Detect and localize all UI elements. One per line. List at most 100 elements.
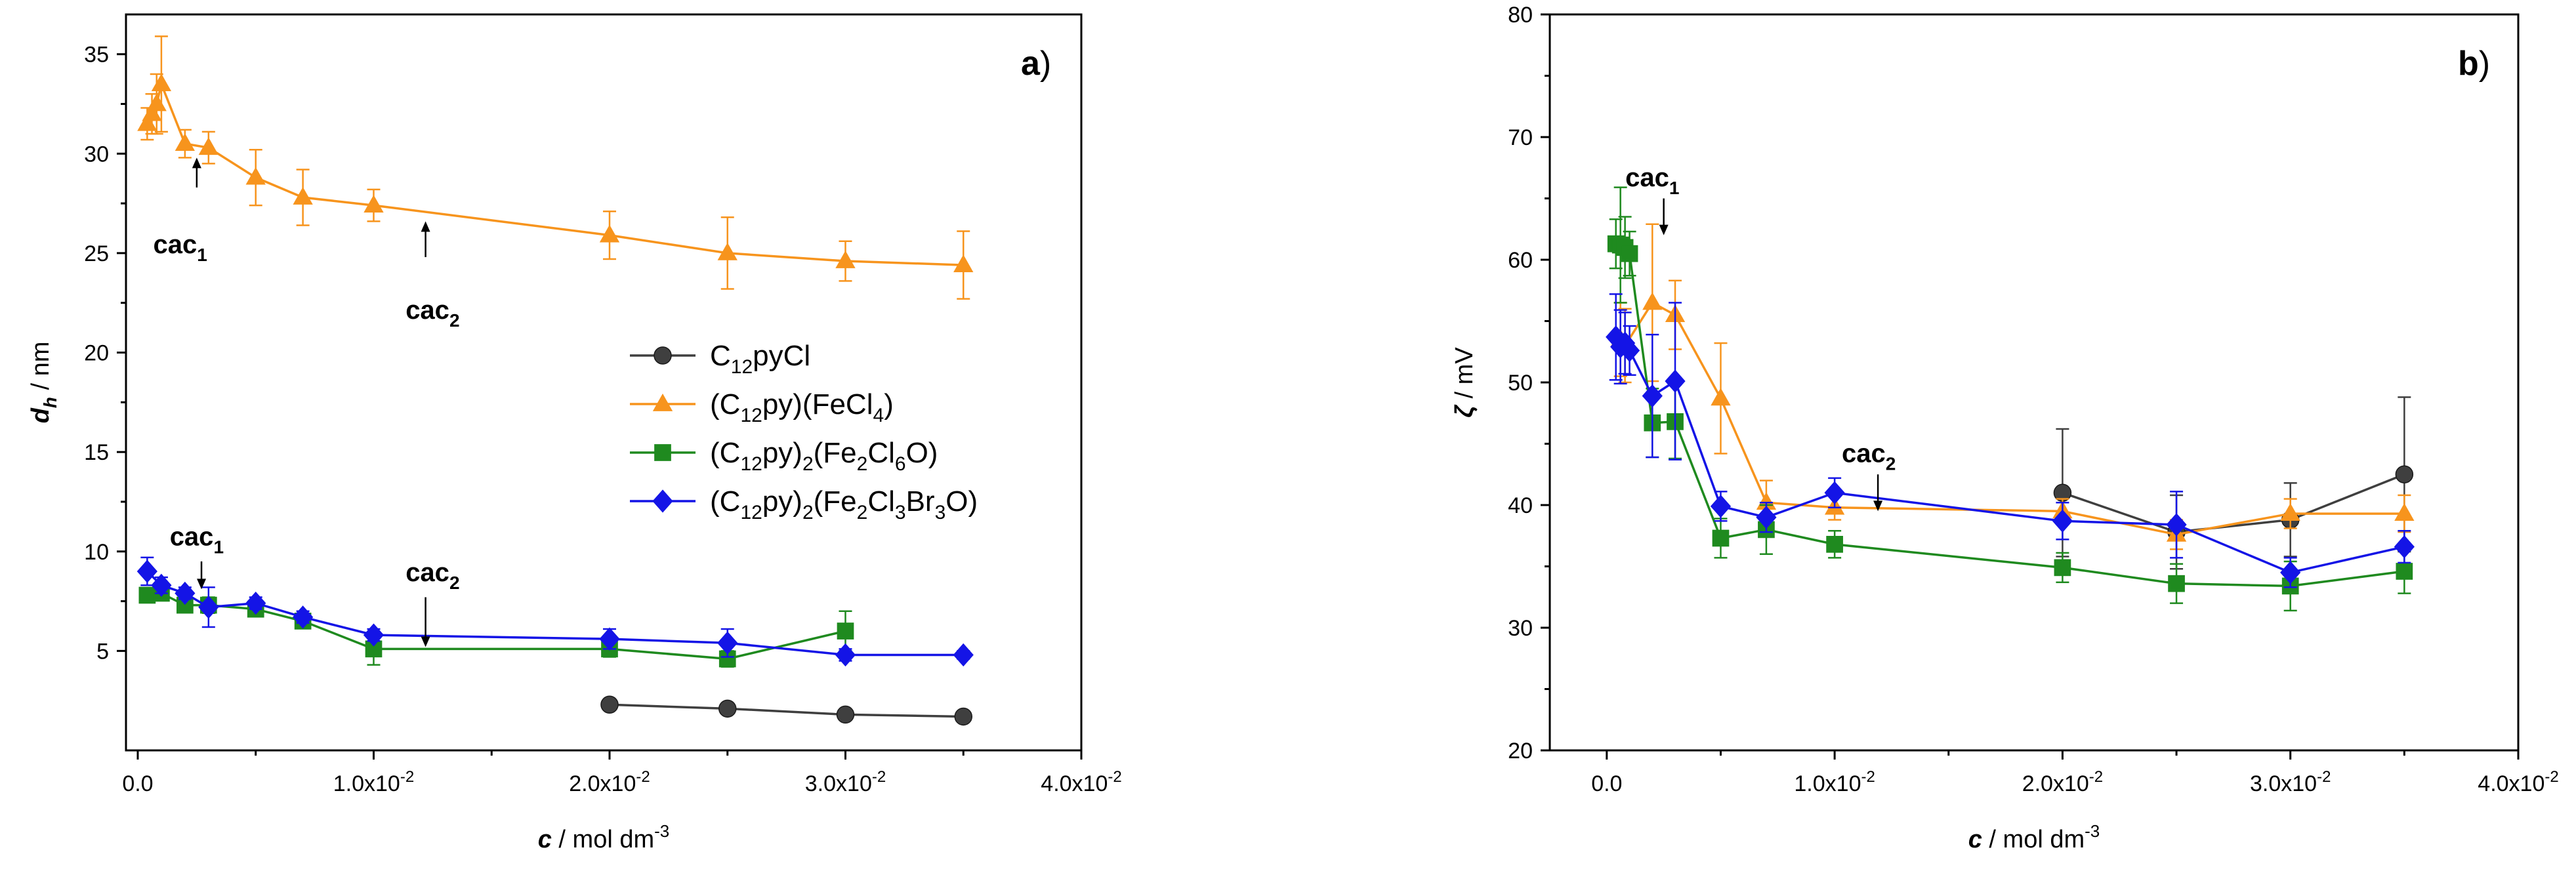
chart-panel-a: 0.0 1.0x10-2 2.0x10-2 3.0x10-2 4.0x10-2 5 10 15…	[27, 13, 1122, 853]
series-2	[1607, 186, 2413, 612]
legend-label: C12pyCl	[710, 340, 810, 378]
data-point	[245, 167, 266, 185]
y-tick-label: 60	[1508, 248, 1533, 273]
y-tick-label: 30	[84, 142, 109, 167]
y-tick-label: 40	[1508, 493, 1533, 518]
y-tick-label: 70	[1508, 125, 1533, 150]
y-tick-label: 20	[1508, 739, 1533, 763]
data-point	[1665, 369, 1686, 393]
y-tick-label: 25	[84, 241, 109, 266]
legend: C12pyCl (C12py)(FeCl4) (C12py)2(Fe2Cl6O) (C…	[630, 340, 978, 523]
data-point	[1619, 338, 1640, 363]
y-tick-label: 30	[1508, 616, 1533, 641]
legend-label: (C12py)(FeCl4)	[710, 388, 894, 426]
y-axis-title: dh / nm	[27, 342, 60, 424]
series-line	[2062, 473, 2405, 533]
legend-entry: C12pyCl	[630, 340, 810, 378]
plot-frame	[125, 13, 1083, 752]
x-tick-label: 4.0x10-2	[1041, 768, 1121, 796]
annotation-label: cac1	[154, 230, 207, 265]
series-3	[136, 556, 974, 667]
x-tick-label: 2.0x10-2	[2022, 768, 2103, 796]
series-line	[609, 703, 964, 718]
series-2	[138, 584, 854, 668]
data-point	[136, 560, 157, 583]
x-tick-label: 0.0	[1591, 771, 1622, 796]
y-tick-label: 10	[84, 540, 109, 565]
panel-label: b)	[2458, 45, 2490, 83]
y-tick-label: 5	[96, 639, 109, 664]
series-line	[1615, 243, 2405, 588]
series-line	[146, 80, 964, 266]
data-point	[717, 242, 737, 260]
legend-marker	[652, 489, 673, 513]
data-point	[837, 622, 854, 640]
x-tick-label: 2.0x10-2	[569, 768, 650, 796]
series-line	[147, 592, 846, 661]
legend-label: (C12py)2(Fe2Cl6O)	[710, 437, 938, 475]
data-point	[836, 705, 855, 724]
data-point	[717, 631, 738, 655]
data-point	[1642, 292, 1663, 310]
data-point	[364, 195, 384, 213]
data-point	[718, 699, 737, 718]
series-1	[1610, 223, 2415, 550]
legend-marker	[654, 444, 671, 461]
data-point	[2396, 563, 2413, 580]
series-line	[1615, 336, 2405, 574]
data-point	[954, 707, 972, 726]
data-point	[1712, 529, 1730, 547]
data-point	[198, 137, 218, 155]
data-point	[146, 93, 167, 112]
y-tick-label: 80	[1508, 3, 1533, 28]
data-point	[835, 251, 856, 268]
y-tick-label: 20	[84, 341, 109, 366]
series-0	[2053, 396, 2414, 570]
annotation-label: cac2	[405, 296, 459, 331]
data-point	[1711, 388, 1731, 406]
legend-entry: (C12py)(FeCl4)	[630, 388, 894, 426]
data-point	[151, 573, 172, 597]
series-3	[1606, 293, 2415, 588]
y-tick-label: 35	[84, 43, 109, 68]
data-point	[2280, 503, 2300, 521]
annotation-arrowhead	[192, 157, 201, 169]
data-point	[1642, 384, 1663, 408]
annotation-label: cac1	[170, 523, 224, 558]
annotation-arrowhead	[421, 221, 430, 232]
data-point	[1621, 245, 1638, 262]
plot-frame	[1548, 13, 2520, 752]
data-point	[245, 591, 266, 615]
y-axis-title: ζ / mV	[1451, 347, 1478, 418]
data-point	[1824, 481, 1845, 504]
series-1	[137, 35, 974, 300]
data-point	[1756, 506, 1777, 529]
data-point	[363, 623, 384, 647]
legend-marker	[654, 346, 672, 365]
annotation-arrowhead	[1659, 224, 1669, 235]
annotation-label: cac2	[1842, 439, 1896, 474]
x-tick-label: 0.0	[122, 771, 153, 796]
data-point	[835, 643, 856, 667]
legend-entry: (C12py)2(Fe2Cl3Br3O)	[630, 485, 978, 523]
data-point	[2054, 559, 2071, 577]
data-point	[2168, 575, 2185, 592]
data-point	[2052, 509, 2073, 533]
x-tick-label: 3.0x10-2	[805, 768, 886, 796]
annotation-arrowhead	[421, 636, 430, 647]
data-point	[293, 187, 313, 205]
data-point	[1710, 495, 1732, 518]
annotation-label: cac1	[1625, 163, 1679, 198]
data-point	[137, 113, 157, 131]
data-point	[138, 586, 156, 604]
x-tick-label: 4.0x10-2	[2478, 768, 2558, 796]
data-point	[2166, 513, 2187, 537]
annotation-arrowhead	[1873, 500, 1883, 512]
data-point	[293, 605, 314, 629]
data-point	[953, 643, 974, 667]
legend-label: (C12py)2(Fe2Cl3Br3O)	[710, 485, 978, 523]
panel-label: a)	[1021, 45, 1051, 83]
data-point	[600, 695, 619, 714]
y-tick-label: 15	[84, 440, 109, 465]
